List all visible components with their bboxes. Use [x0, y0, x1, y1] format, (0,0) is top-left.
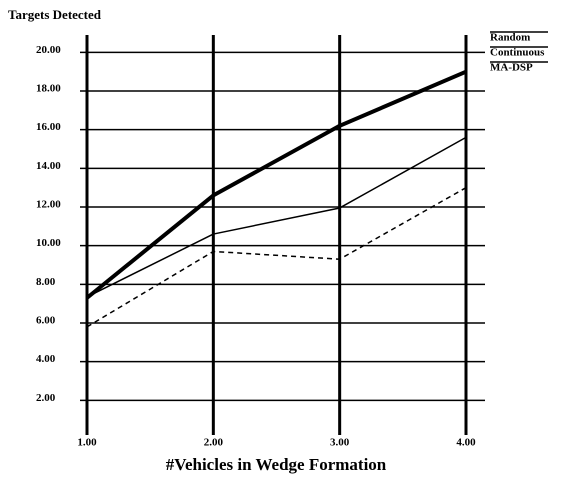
y-tick-label: 10.00: [36, 237, 61, 249]
y-tick-label: 18.00: [36, 83, 61, 95]
y-axis-title: Targets Detected: [8, 7, 102, 22]
y-tick-label: 20.00: [36, 44, 61, 56]
series-line: [86, 187, 467, 328]
legend-label: MA-DSP: [490, 62, 533, 74]
y-tick-label: 6.00: [36, 315, 56, 327]
x-tick-label: 3.00: [330, 437, 350, 449]
legend-label: Random: [490, 32, 530, 44]
x-axis-title: #Vehicles in Wedge Formation: [166, 455, 387, 474]
series-line: [85, 69, 467, 300]
y-tick-label: 4.00: [36, 353, 56, 365]
series-line: [86, 136, 467, 298]
y-tick-label: 16.00: [36, 121, 61, 133]
x-tick-label: 2.00: [204, 437, 224, 449]
y-tick-label: 8.00: [36, 276, 56, 288]
y-tick-label: 12.00: [36, 199, 61, 211]
y-tick-label: 2.00: [36, 392, 56, 404]
x-tick-label: 1.00: [77, 437, 97, 449]
x-tick-label: 4.00: [456, 437, 476, 449]
legend-label: Continuous: [490, 47, 545, 59]
y-tick-label: 14.00: [36, 160, 61, 172]
